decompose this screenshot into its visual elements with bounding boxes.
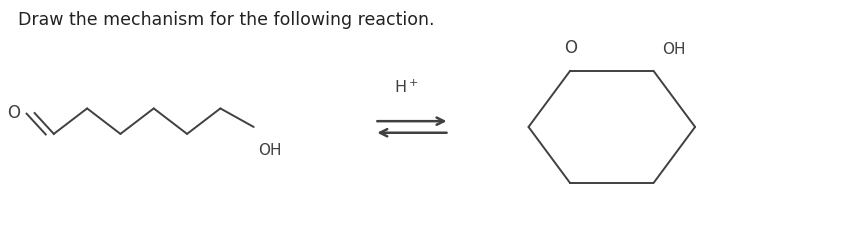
Text: H$^+$: H$^+$: [393, 79, 418, 96]
Text: O: O: [563, 39, 576, 57]
Text: OH: OH: [661, 42, 684, 57]
Text: OH: OH: [257, 143, 281, 158]
Text: Draw the mechanism for the following reaction.: Draw the mechanism for the following rea…: [18, 11, 434, 29]
Text: O: O: [7, 104, 19, 122]
